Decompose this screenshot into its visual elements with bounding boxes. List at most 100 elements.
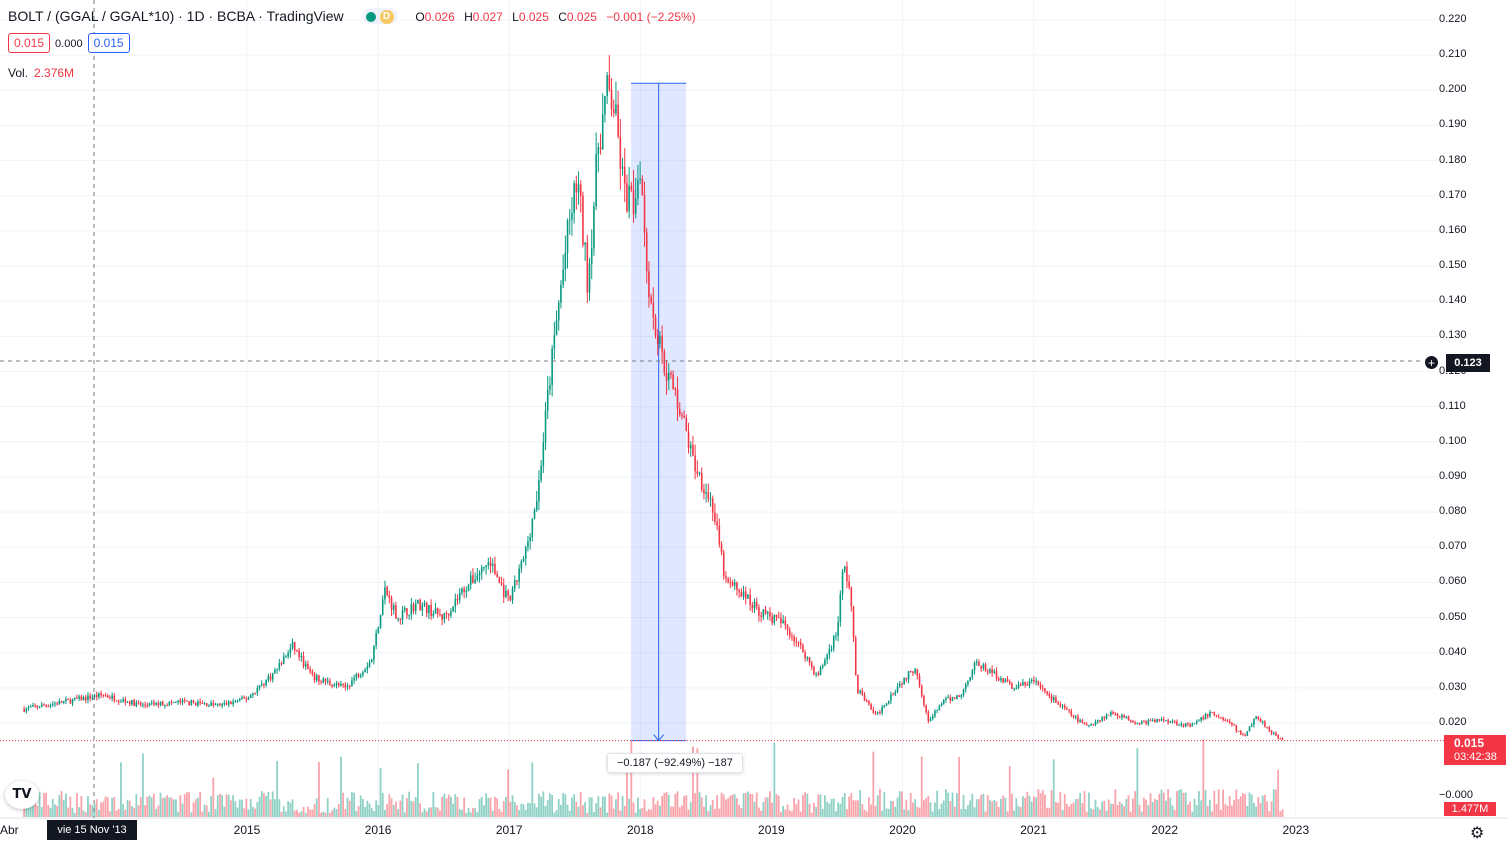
volume-bar	[1151, 801, 1154, 817]
volume-bar	[392, 805, 395, 817]
candle-body	[762, 609, 765, 617]
candle-body	[1033, 679, 1035, 682]
volume-bar	[1121, 803, 1123, 817]
volume-legend[interactable]: Vol. 2.376M	[8, 66, 74, 80]
volume-bar	[527, 802, 529, 817]
volume-bar	[445, 798, 448, 817]
candle-body	[1090, 724, 1092, 726]
candle-body	[439, 613, 441, 615]
volume-bar	[953, 806, 956, 817]
volume-bar	[502, 801, 505, 817]
volume-bar	[51, 799, 54, 817]
candle-body	[122, 699, 124, 702]
volume-bar	[1033, 796, 1035, 817]
buy-price-button[interactable]: 0.015	[87, 33, 130, 53]
symbol-title[interactable]: BOLT / (GGAL / GGAL*10) · 1D · BCBA · Tr…	[8, 8, 344, 24]
tradingview-logo-icon[interactable]: TV	[5, 781, 39, 809]
volume-bar	[1017, 806, 1020, 817]
candle-body	[465, 591, 468, 593]
candle-body	[799, 642, 802, 645]
candle-body	[287, 653, 289, 657]
candle-body	[769, 611, 771, 617]
volume-bar	[425, 811, 428, 817]
volume-bar	[590, 797, 593, 817]
candle-body	[560, 284, 562, 303]
price-boxes: 0.015 0.000 0.015	[8, 33, 130, 53]
volume-bar	[137, 805, 140, 817]
volume-bar	[850, 792, 853, 817]
candle-body	[980, 666, 982, 669]
candle-body	[969, 676, 971, 681]
volume-bar	[656, 800, 659, 817]
volume-bar	[293, 810, 296, 817]
volume-bar	[265, 795, 268, 817]
candle-body	[1070, 710, 1073, 716]
volume-bar	[1246, 805, 1249, 817]
volume-bar	[808, 803, 811, 817]
ohlc-low: 0.025	[518, 10, 549, 24]
plus-circle-icon[interactable]: +	[1424, 355, 1439, 370]
candle-body	[168, 701, 171, 706]
volume-bar	[760, 810, 763, 817]
status-pill[interactable]: D	[361, 8, 398, 25]
volume-bar	[80, 796, 83, 817]
volume-bar	[434, 807, 437, 817]
volume-bar	[234, 801, 237, 817]
price-tick-label: 0.100	[1439, 434, 1467, 447]
time-tick-label: 2015	[233, 823, 261, 837]
candle-body	[368, 662, 371, 667]
candle-body	[797, 642, 800, 644]
candle-body	[876, 712, 879, 714]
volume-bar	[69, 796, 72, 817]
candle-body	[1059, 704, 1062, 707]
candle-body	[27, 707, 30, 709]
volume-bar	[575, 801, 578, 817]
volume-bar	[494, 796, 496, 817]
volume-bar	[348, 800, 351, 817]
volume-bar	[353, 792, 356, 817]
volume-bar	[109, 811, 111, 817]
candle-body	[469, 575, 472, 586]
candle-body	[126, 701, 129, 703]
candle-body	[496, 574, 498, 578]
candle-body	[216, 703, 219, 705]
candle-body	[518, 568, 520, 582]
time-tick-label: 2018	[626, 823, 654, 837]
candle-body	[1248, 726, 1251, 732]
volume-bar	[1129, 811, 1132, 817]
candle-body	[751, 604, 754, 609]
gear-icon[interactable]: ⚙	[1470, 825, 1485, 842]
volume-bar	[1191, 811, 1194, 817]
volume-bar	[186, 792, 188, 817]
sell-price-button[interactable]: 0.015	[8, 33, 51, 53]
candle-body	[967, 680, 969, 685]
volume-bar	[219, 793, 221, 817]
volume-bar	[269, 799, 272, 817]
candle-body	[49, 705, 52, 707]
volume-bar	[285, 811, 287, 817]
candle-body	[777, 617, 780, 619]
volume-bar	[546, 799, 549, 817]
volume-bar	[595, 803, 598, 817]
volume-bar	[610, 795, 613, 817]
candle-body	[538, 480, 540, 502]
volume-label: Vol.	[8, 66, 29, 80]
volume-bar	[430, 807, 433, 817]
candle-body	[1123, 714, 1125, 718]
candle-body	[124, 699, 127, 703]
chart-grid	[0, 0, 1507, 819]
candle-body	[183, 699, 186, 701]
volume-bar	[749, 793, 752, 817]
volume-bar	[562, 792, 565, 817]
volume-bar	[905, 799, 908, 817]
volume-bar	[577, 806, 580, 817]
candle-body	[654, 317, 657, 336]
ohlc-high: 0.027	[472, 10, 503, 24]
volume-bar	[480, 796, 483, 817]
candle-body	[832, 636, 835, 649]
candle-body	[1261, 721, 1264, 723]
volume-bar	[1160, 789, 1163, 817]
candle-body	[249, 695, 252, 698]
volume-bar	[744, 792, 747, 817]
